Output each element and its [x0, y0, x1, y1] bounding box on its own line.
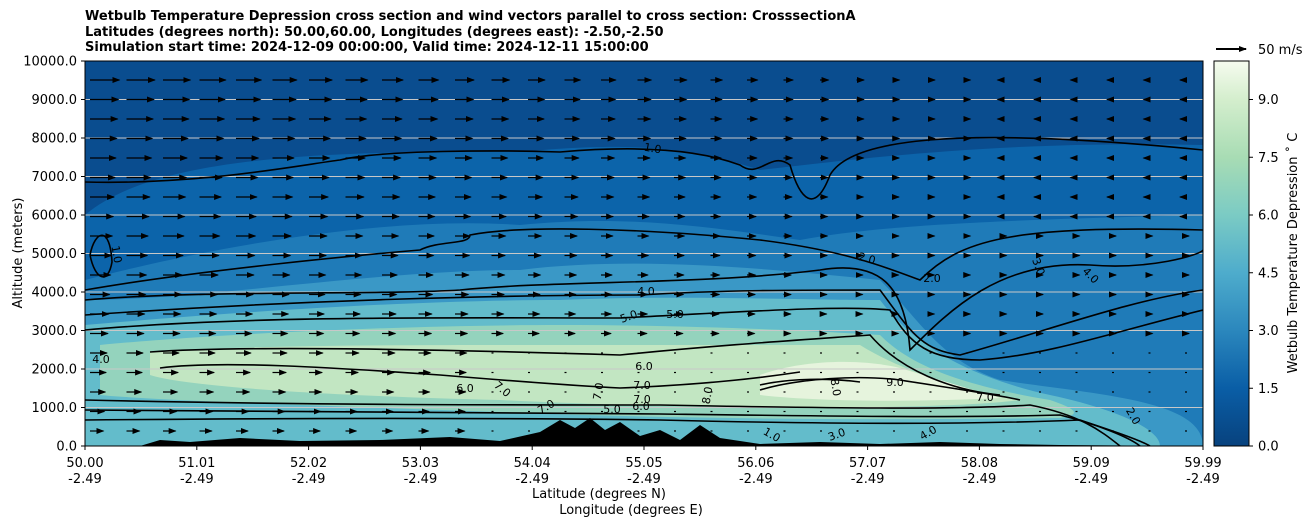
- y-tick-label: 3000.0: [32, 324, 78, 339]
- y-tick-label: 8000.0: [32, 132, 78, 147]
- contour-label: 1.0: [109, 245, 125, 264]
- colorbar-label: Wetbulb Temperature Depression ˚ C: [1285, 133, 1301, 374]
- contour-line-7a: [159, 363, 801, 389]
- y-axis-label: Altitude (meters): [11, 198, 26, 309]
- x-tick-label-lon: -2.49: [851, 472, 885, 487]
- x-tick-label-lon: -2.49: [515, 472, 549, 487]
- contour-line-7b: [759, 376, 1021, 401]
- x-tick-label-lat: 55.05: [625, 456, 662, 471]
- contour-label: 7.0: [633, 393, 651, 406]
- contour-line-8: [759, 378, 861, 386]
- terrain: [140, 418, 1203, 446]
- y-tick-label: 10000.0: [23, 55, 77, 70]
- title-line-3: Simulation start time: 2024-12-09 00:00:…: [85, 40, 649, 55]
- x-tick-label-lat: 50.00: [66, 456, 103, 471]
- x-tick-label-lon: -2.49: [292, 472, 326, 487]
- wind-key-label: 50 m/s: [1258, 43, 1303, 58]
- x-tick-label-lon: -2.49: [68, 472, 102, 487]
- contour-label: 2.0: [857, 250, 877, 267]
- contour-label: 8.0: [828, 378, 844, 397]
- contour-label: 6.0: [632, 400, 650, 413]
- x-tick-label-lat: 58.08: [961, 456, 998, 471]
- y-tick-label: 1000.0: [32, 401, 78, 416]
- x-tick-label-lat: 56.06: [737, 456, 774, 471]
- x-tick-label-lat: 52.02: [290, 456, 327, 471]
- colorbar-tick-label: 1.5: [1258, 382, 1279, 397]
- contour-label: 5.0: [603, 403, 621, 416]
- title-line-2: Latitudes (degrees north): 50.00,60.00, …: [85, 24, 664, 40]
- x-tick-label-lat: 54.04: [514, 456, 551, 471]
- x-tick-label-lon: -2.49: [627, 472, 661, 487]
- y-tick-label: 6000.0: [32, 209, 78, 224]
- x-tick-label-lon: -2.49: [1186, 472, 1220, 487]
- contour-labels: 1.01.02.02.03.04.04.04.05.0 5.06.06.0 7.0 7…: [92, 141, 1143, 445]
- x-tick-label-lon: -2.49: [404, 472, 438, 487]
- colorbar-gradient: [1213, 60, 1250, 447]
- contour-line-1: [85, 136, 1203, 200]
- contour-label: 4.0: [92, 353, 110, 366]
- x-tick-label-lat: 51.01: [178, 456, 215, 471]
- title-line-1: Wetbulb Temperature Depression cross sec…: [85, 9, 856, 24]
- x-axis: 50.00-2.4951.01-2.4952.02-2.4953.03-2.49…: [66, 446, 1222, 487]
- y-axis: 0.0 1000.0 2000.0 3000.0 4000.0 5000.0 6000.0 7…: [23, 55, 85, 455]
- x-tick-label-lon: -2.49: [739, 472, 773, 487]
- contour-label: 1.0: [643, 141, 662, 157]
- contour-label: 7.0: [633, 379, 651, 392]
- y-tick-label: 2000.0: [32, 363, 78, 378]
- x-tick-label-lat: 53.03: [402, 456, 439, 471]
- x-axis-label-lon: Longitude (degrees E): [559, 503, 703, 518]
- contour-line-4: [85, 289, 1203, 356]
- contour-line-6: [149, 334, 1001, 396]
- x-tick-label-lon: -2.49: [963, 472, 997, 487]
- contour-label: 9.0: [886, 376, 904, 389]
- x-tick-label-lon: -2.49: [180, 472, 214, 487]
- contour-label: 7.0: [591, 382, 607, 401]
- contour-line-1b: [89, 234, 113, 278]
- contour-line-3: [85, 249, 1203, 352]
- contour-line-5: [85, 307, 1203, 361]
- y-tick-label: 5000.0: [32, 247, 78, 262]
- colorbar-ticks: 0.0 1.5 3.0 4.5 6.0 7.5 9.0: [1249, 93, 1279, 455]
- contour-label: 3.0: [1029, 256, 1047, 277]
- chart-title: Wetbulb Temperature Depression cross sec…: [85, 9, 856, 56]
- x-axis-label-lat: Latitude (degrees N): [532, 487, 666, 502]
- contour-label: 5.0: [618, 308, 639, 326]
- contour-label: 5.0: [666, 308, 684, 321]
- colorbar-tick-label: 9.0: [1258, 93, 1279, 108]
- x-tick-label-lat: 59.99: [1184, 456, 1221, 471]
- colorbar-tick-label: 4.5: [1258, 266, 1279, 281]
- wind-vectors: [90, 77, 1190, 434]
- x-tick-label-lat: 59.09: [1073, 456, 1110, 471]
- contour-label: 7.0: [976, 391, 994, 404]
- x-tick-label-lon: -2.49: [1074, 472, 1108, 487]
- contour-fill-7: [760, 361, 1000, 401]
- contour-line-2: [85, 228, 1203, 291]
- contour-lines: [85, 136, 1203, 446]
- colorbar-tick-label: 7.5: [1258, 151, 1279, 166]
- y-tick-label: 4000.0: [32, 286, 78, 301]
- colorbar-tick-label: 0.0: [1258, 440, 1279, 455]
- contour-label: 6.0: [456, 382, 474, 395]
- contour-label: 2.0: [923, 272, 941, 285]
- colorbar-tick-label: 3.0: [1258, 324, 1279, 339]
- y-tick-label: 0.0: [56, 440, 77, 455]
- y-tick-label: 9000.0: [32, 93, 78, 108]
- contour-line-low1: [85, 399, 1121, 446]
- y-tick-label: 7000.0: [32, 170, 78, 185]
- colorbar-tick-label: 6.0: [1258, 209, 1279, 224]
- contour-label: 3.0: [826, 426, 847, 444]
- contour-label: 4.0: [637, 285, 655, 298]
- x-tick-label-lat: 57.07: [849, 456, 886, 471]
- contour-label: 6.0: [635, 360, 653, 373]
- contour-label: 8.0: [700, 386, 716, 405]
- contour-line-low3: [85, 417, 1151, 446]
- wind-key: 50 m/s: [1216, 43, 1303, 58]
- colorbar: 0.0 1.5 3.0 4.5 6.0 7.5 9.0 Wetbulb Temperatur…: [1213, 60, 1301, 455]
- contour-line-low2: [85, 409, 1141, 446]
